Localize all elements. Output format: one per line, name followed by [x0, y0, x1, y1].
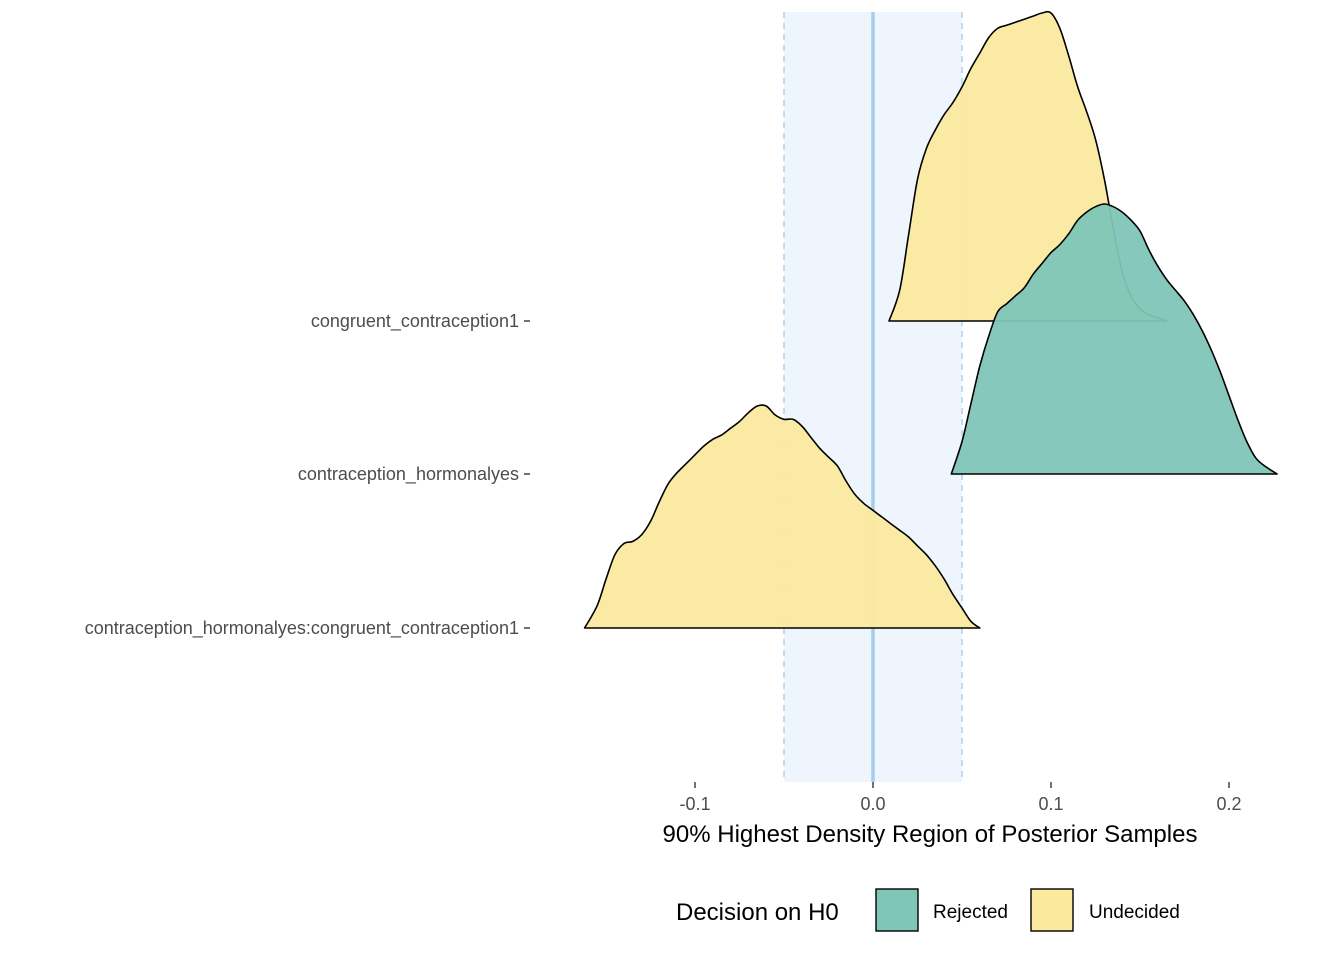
legend-label-rejected: Rejected [933, 902, 1008, 923]
x-tick-label: 0.2 [1216, 794, 1241, 814]
legend: Decision on H0 Rejected Undecided [676, 888, 1180, 932]
y-tick-label: contraception_hormonalyes:congruent_cont… [85, 618, 519, 639]
y-tick-label: congruent_contraception1 [311, 311, 519, 332]
density-ridge-2 [950, 203, 1278, 475]
x-tick-label: -0.1 [679, 794, 710, 814]
legend-key-undecided [1030, 888, 1074, 932]
legend-title: Decision on H0 [676, 899, 839, 926]
x-axis-title: 90% Highest Density Region of Posterior … [663, 821, 1198, 848]
axes-layer: congruent_contraception1 contraception_ho… [85, 311, 1242, 814]
legend-key-rejected [875, 888, 919, 932]
y-tick-label: contraception_hormonalyes [298, 464, 519, 485]
x-tick-label: 0.0 [860, 794, 885, 814]
x-tick-label: 0.1 [1038, 794, 1063, 814]
rope-layer [783, 12, 963, 782]
legend-label-undecided: Undecided [1089, 902, 1180, 923]
density-layer [583, 10, 1278, 629]
density-ridge-3 [583, 404, 981, 629]
